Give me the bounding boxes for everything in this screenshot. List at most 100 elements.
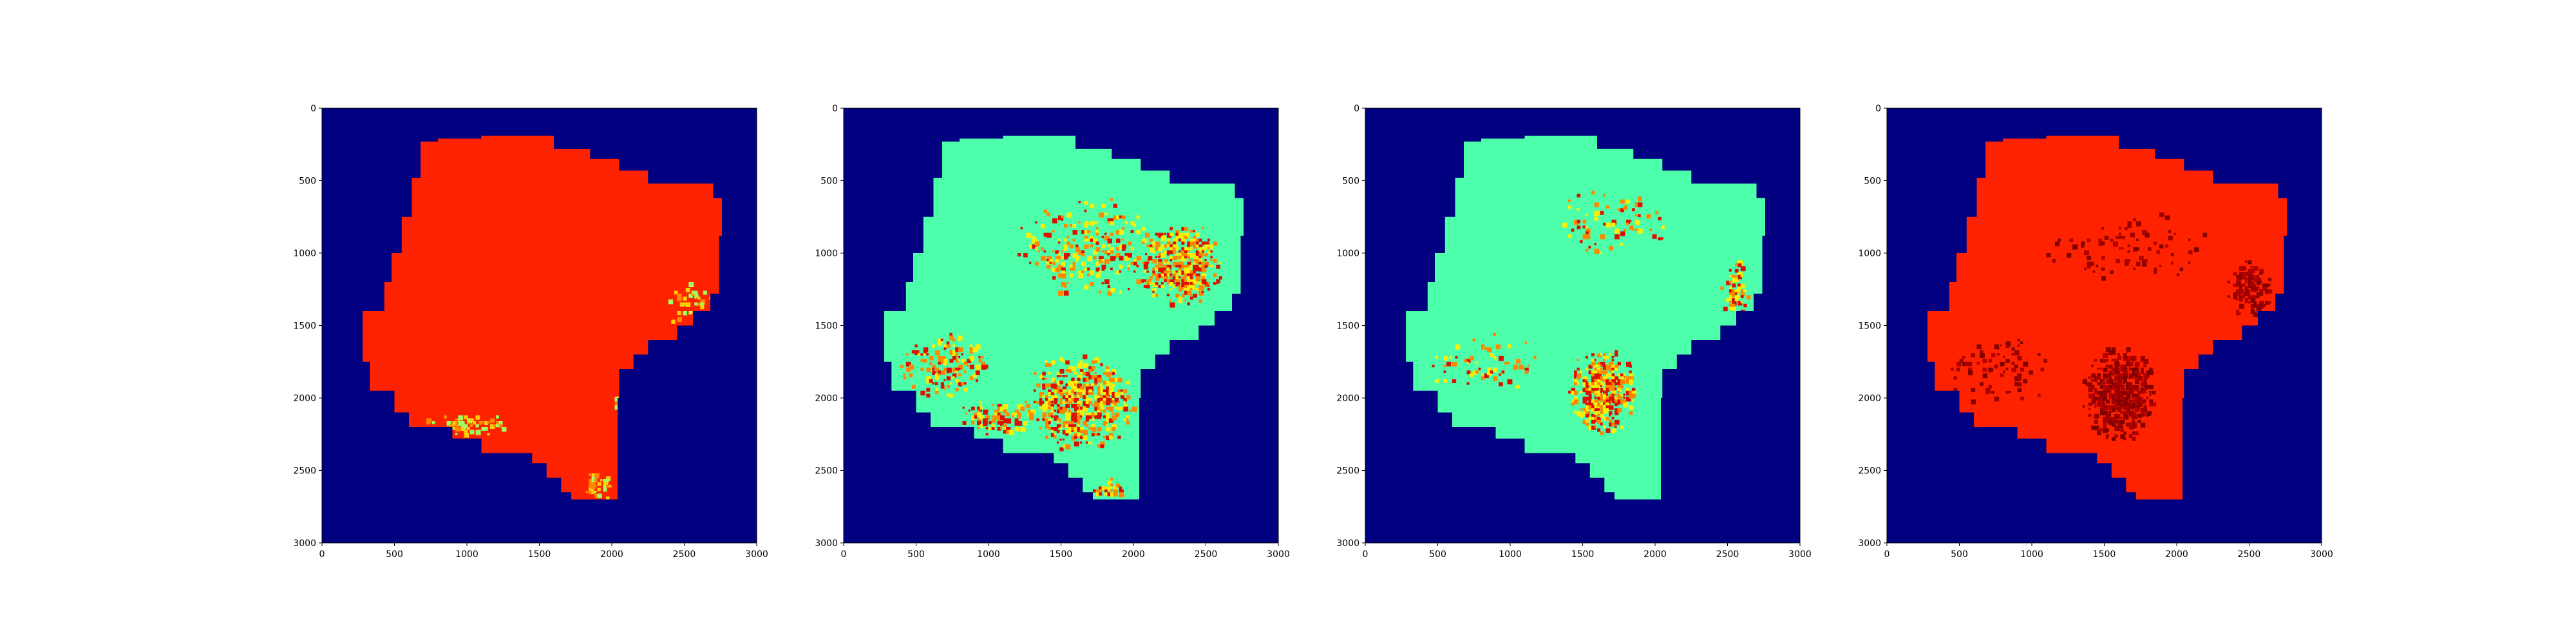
heatmap-cell <box>1443 355 1448 361</box>
heatmap-cell <box>697 302 701 307</box>
heatmap-cell <box>1577 225 1581 230</box>
heatmap-cell <box>464 433 469 438</box>
heatmap-cell <box>2114 367 2120 373</box>
heatmap-cell <box>1198 290 1204 296</box>
heatmap-cell <box>923 350 927 354</box>
heatmap-cell <box>1055 267 1060 272</box>
heatmap-cell <box>934 382 938 386</box>
heatmap-cell <box>940 384 945 389</box>
heatmap-cell <box>2253 266 2259 271</box>
y-tick-label: 1000 <box>293 249 316 259</box>
heatmap-cell <box>1003 410 1007 414</box>
heatmap-cell <box>1962 361 1967 366</box>
heatmap-cell <box>1193 267 1197 271</box>
heatmap-cells <box>1951 213 2273 441</box>
heatmap-cell <box>2117 379 2122 384</box>
heatmap-cell <box>1097 389 1100 392</box>
heatmap-cell <box>1101 267 1105 271</box>
heatmap-cell <box>2256 278 2262 283</box>
heatmap-cell <box>1594 365 1598 368</box>
heatmap-cell <box>2137 399 2141 402</box>
heatmap-cell <box>2268 289 2273 294</box>
heatmap-cell <box>938 361 941 365</box>
heatmap-cell <box>1178 259 1180 261</box>
heatmap-cell <box>2143 382 2147 386</box>
heatmap-cell <box>2128 422 2132 426</box>
heatmap-cell <box>1090 270 1095 275</box>
heatmap-cell <box>2143 384 2148 390</box>
heatmap-cell <box>2132 405 2135 408</box>
heatmap-cell <box>1728 307 1732 310</box>
heatmap-cell <box>1106 435 1110 440</box>
heatmap-cell <box>2126 384 2130 389</box>
heatmap-cell <box>1160 236 1166 242</box>
heatmap-cell <box>1084 201 1088 205</box>
heatmap-cell <box>1065 392 1068 395</box>
y-tick-label: 0 <box>1875 104 1881 114</box>
heatmap-cell <box>1054 418 1057 421</box>
heatmap-cell <box>1065 383 1068 386</box>
heatmap-cell <box>2134 405 2140 411</box>
heatmap-cell <box>1033 389 1036 392</box>
heatmap-cell <box>2105 411 2108 413</box>
heatmap-cell <box>1079 410 1084 414</box>
heatmap-cell <box>1085 418 1089 422</box>
heatmap-cell <box>2120 388 2123 391</box>
y-tick-label: 1000 <box>1858 249 1881 259</box>
heatmap-cell <box>1615 376 1618 381</box>
heatmap-cell <box>2134 373 2140 379</box>
heatmap-cell <box>1101 204 1106 208</box>
heatmap-cell <box>2101 242 2105 245</box>
heatmap-cell <box>1181 242 1185 245</box>
heatmap-cell <box>934 376 939 381</box>
heatmap-cell <box>1077 412 1082 417</box>
heatmap-cell <box>1609 388 1612 391</box>
heatmap-cell <box>2236 298 2239 301</box>
heatmap-cell <box>1120 389 1123 392</box>
heatmap-cell <box>1000 415 1005 421</box>
heatmap-cell <box>2248 269 2252 273</box>
heatmap-cell <box>1146 282 1150 286</box>
heatmap-cell <box>1078 250 1083 255</box>
heatmap-cell <box>1594 419 1596 422</box>
heatmap-cell <box>1033 372 1037 375</box>
heatmap-cell <box>958 355 961 359</box>
heatmap-cell <box>2128 413 2132 417</box>
heatmap-cell <box>1079 372 1083 375</box>
heatmap-cell <box>952 338 956 342</box>
heatmap-cell <box>1528 365 1530 367</box>
heatmap-cell <box>1743 303 1747 308</box>
heatmap-cell <box>2159 265 2162 267</box>
heatmap-cell <box>981 355 984 359</box>
heatmap-cell <box>1195 259 1201 264</box>
heatmap-cell <box>2154 270 2157 274</box>
heatmap-cell <box>589 488 594 493</box>
heatmap-cell <box>1611 379 1616 384</box>
heatmap-cell <box>1738 283 1743 289</box>
heatmap-cell <box>1042 415 1045 419</box>
heatmap-cell <box>932 344 936 348</box>
heatmap-cell <box>1064 224 1068 228</box>
x-tick-label: 2500 <box>2238 549 2261 560</box>
heatmap-cell <box>1175 294 1180 298</box>
heatmap-cell <box>2123 359 2125 361</box>
heatmap-cell <box>1107 480 1112 485</box>
heatmap-cell <box>1097 375 1102 379</box>
heatmap-cell <box>1605 365 1611 370</box>
heatmap-cell <box>932 370 937 375</box>
heatmap-cell <box>2149 384 2154 390</box>
heatmap-cell <box>1189 276 1193 279</box>
heatmap-cell <box>1216 279 1220 283</box>
heatmap-cell <box>1594 249 1600 254</box>
heatmap-cell <box>1113 256 1116 259</box>
heatmap-cell <box>949 393 954 398</box>
heatmap-cell <box>2137 413 2142 418</box>
heatmap-cell <box>1070 273 1074 278</box>
heatmap-cell <box>614 402 618 406</box>
heatmap-cell <box>2120 428 2124 432</box>
heatmap-cell <box>1201 279 1207 285</box>
heatmap-cell <box>2143 376 2148 381</box>
heatmap-cell <box>1594 382 1598 386</box>
heatmap-cell <box>1112 383 1115 387</box>
heatmap-cell <box>1071 398 1075 402</box>
